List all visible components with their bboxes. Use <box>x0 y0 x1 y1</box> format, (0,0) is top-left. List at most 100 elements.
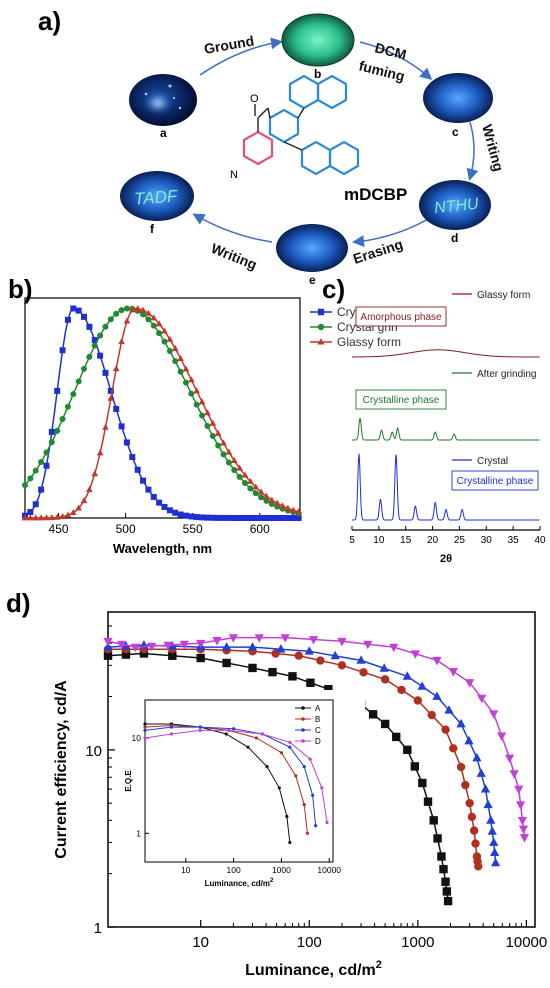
arrow-e-to-f <box>192 213 273 243</box>
dish-d: NTHU d <box>419 180 491 245</box>
state-b: b <box>314 67 321 81</box>
inset-point <box>143 725 147 729</box>
panel-c-label: c) <box>322 274 345 304</box>
chart-d-point <box>410 650 420 659</box>
panel-d: d) 10 100 1000 10000 1 10 Luminance, cd/m2 Curr… <box>6 588 547 979</box>
chart-b-point <box>290 515 297 521</box>
chart-b-point <box>102 423 109 430</box>
chart-b-point <box>32 467 39 474</box>
inset-point <box>260 732 264 736</box>
chart-d-inset: 10 100 1000 10000 1 10 Luminance, cd/m2 E.Q.E AB… <box>124 690 365 892</box>
chart-d-point <box>427 710 436 720</box>
chart-d-point <box>433 834 442 843</box>
chart-b-point <box>231 514 238 521</box>
chart-b-point <box>231 467 238 474</box>
chart-d-point <box>380 675 390 684</box>
chart-b-point <box>86 486 93 493</box>
chart-d-point <box>474 862 483 871</box>
chart-b-point <box>220 451 227 458</box>
chart-b-point <box>155 320 163 327</box>
chart-b-point <box>118 338 125 345</box>
chart-d-point <box>196 653 205 663</box>
chart-b-point <box>268 514 275 521</box>
chart-b-point <box>209 419 217 426</box>
chart-d-xtick-label: 10000 <box>506 934 548 951</box>
inset-point <box>311 793 315 797</box>
chart-c-xtick-label: 20 <box>427 535 439 546</box>
chart-d-point <box>304 646 314 655</box>
chart-b-point <box>263 492 270 499</box>
chart-d-point <box>432 691 442 700</box>
chart-b-point <box>274 514 281 521</box>
dish-e: e <box>276 224 348 287</box>
panel-d-label: d) <box>6 588 31 618</box>
chart-b-point <box>204 409 211 416</box>
chart-b-point <box>27 475 34 482</box>
chart-d-point <box>441 725 450 734</box>
chart-b-point <box>86 323 93 330</box>
chart-b-point <box>177 511 184 518</box>
panel-c: c) 5 10 15 20 25 30 35 40 2θ Glassy form Amorphous… <box>322 274 546 565</box>
chart-b-point <box>54 387 61 394</box>
inset-point <box>254 736 259 740</box>
chart-d-point <box>517 816 528 826</box>
chart-b-point <box>64 403 71 410</box>
chart-b-point <box>139 306 147 313</box>
arrow-d-to-e <box>352 217 431 248</box>
inset-point <box>143 728 147 732</box>
chart-b-point <box>97 352 104 359</box>
chart-d-point <box>519 834 530 843</box>
chart-b-point <box>204 422 211 429</box>
inset-xtick-label: 10000 <box>317 865 341 875</box>
chart-d-point <box>196 639 206 649</box>
chart-b-point <box>199 514 206 521</box>
chart-b-point <box>145 309 152 316</box>
chart-d-point <box>477 694 487 704</box>
chart-b-point <box>182 379 189 386</box>
inset-point <box>305 831 310 835</box>
chart-d-point <box>490 847 500 857</box>
chart-c-legend-label: Glassy form <box>477 290 530 301</box>
chart-d-point <box>306 678 315 687</box>
chart-c-annotation-box <box>355 306 447 327</box>
chart-d-xtick-label: 10 <box>192 934 209 951</box>
chart-b-point <box>188 376 195 383</box>
chart-d-ylabel: Current efficiency, cd/A <box>53 680 70 859</box>
molecule-mdcbp: N O mDCBP <box>230 74 407 204</box>
chart-b-point <box>70 391 77 398</box>
chart-b-point <box>236 514 243 521</box>
inset-point <box>288 740 292 744</box>
chart-b-point <box>263 514 270 521</box>
inset-point <box>232 727 236 731</box>
chart-c-annotation-box <box>451 470 539 491</box>
step-dcm: DCM <box>373 39 408 62</box>
chart-b-point <box>113 405 120 412</box>
chart-b-legend-marker <box>317 338 325 345</box>
chart-b-point <box>166 348 173 355</box>
chart-b-point <box>75 378 82 385</box>
chart-b-point <box>69 509 77 516</box>
inset-ytick-label: 10 <box>132 733 142 743</box>
state-e: e <box>309 273 316 287</box>
step-erasing: Erasing <box>351 236 405 267</box>
chart-c-xtick-label: 25 <box>454 535 466 546</box>
chart-b-point <box>166 507 173 514</box>
chart-d-point <box>443 896 453 906</box>
chart-b-point <box>220 514 227 521</box>
chart-b-point <box>102 323 109 330</box>
chart-b-point <box>241 471 249 478</box>
chart-b-point <box>177 354 184 361</box>
chart-b-point <box>107 387 114 394</box>
chart-d-point <box>247 642 258 651</box>
chart-d-point <box>487 826 497 835</box>
chart-d-point <box>504 754 515 763</box>
inset-point <box>277 786 281 790</box>
chart-b-point <box>273 499 281 506</box>
state-a: a <box>160 126 167 140</box>
chart-d-point <box>179 640 189 650</box>
step-writing-1: Writing <box>479 123 507 173</box>
chart-b-point <box>22 482 28 489</box>
chart-d-point <box>228 634 239 643</box>
chart-b-point <box>215 514 222 521</box>
step-writing-2: Writing <box>209 240 259 273</box>
